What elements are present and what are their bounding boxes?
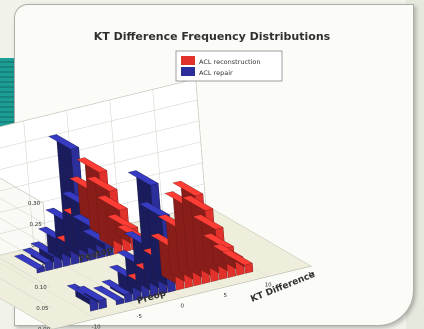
chart-bars	[13, 134, 254, 312]
bar-top	[86, 176, 118, 192]
bar-top	[93, 285, 124, 301]
x-tick-label: 15	[308, 272, 315, 278]
x-tick-label: -10	[92, 325, 101, 329]
z-tick-label: 0.25	[30, 222, 43, 228]
bar-acl-repair	[75, 285, 107, 310]
bar-acl-repair	[22, 247, 54, 272]
z-tick-label: 0.05	[36, 306, 49, 312]
chart-title: KT Difference Frequency Distributions	[94, 30, 331, 43]
bar-top	[76, 157, 108, 173]
z-tick-label: 0.00	[38, 327, 51, 329]
bar-top	[48, 134, 80, 150]
bar-top	[107, 214, 139, 230]
x-gridline	[195, 78, 207, 205]
x-tick-label: 0	[180, 304, 184, 310]
bar-top	[172, 180, 204, 196]
bar-top	[182, 195, 214, 211]
bar-top	[101, 279, 133, 295]
bar-acl-repair	[93, 285, 125, 306]
z-tick-label: 0.30	[28, 201, 41, 207]
z-tick-label: 0.10	[35, 285, 48, 291]
bar-top	[221, 250, 253, 266]
x-tick-label: 5	[223, 293, 227, 299]
bar-top	[202, 233, 234, 249]
x-tick-label: 10	[265, 283, 272, 289]
x-gridline	[23, 120, 35, 247]
floor-gridline	[0, 262, 97, 319]
bar-acl-reconstruction	[221, 250, 254, 274]
bar-acl-repair	[13, 253, 45, 274]
bar-top	[96, 195, 128, 211]
legend-swatch-acl-repair	[181, 67, 195, 76]
bar-top	[13, 254, 45, 270]
bar-acl-repair	[101, 279, 133, 304]
bar-top	[22, 247, 54, 263]
chart-legend: ACL reconstruction ACL repair	[175, 50, 283, 82]
floor-gridline	[0, 297, 54, 329]
bar-top	[127, 170, 159, 186]
legend-label-acl-reconstruction: ACL reconstruction	[199, 58, 261, 66]
bar-top	[75, 285, 107, 301]
floor-gridline	[205, 204, 312, 267]
legend-label-acl-repair: ACL repair	[199, 69, 233, 77]
bar-top	[192, 214, 224, 230]
legend-swatch-acl-reconstruction	[181, 56, 195, 65]
x-tick-label: -5	[136, 314, 142, 320]
x-gridline	[152, 89, 164, 216]
